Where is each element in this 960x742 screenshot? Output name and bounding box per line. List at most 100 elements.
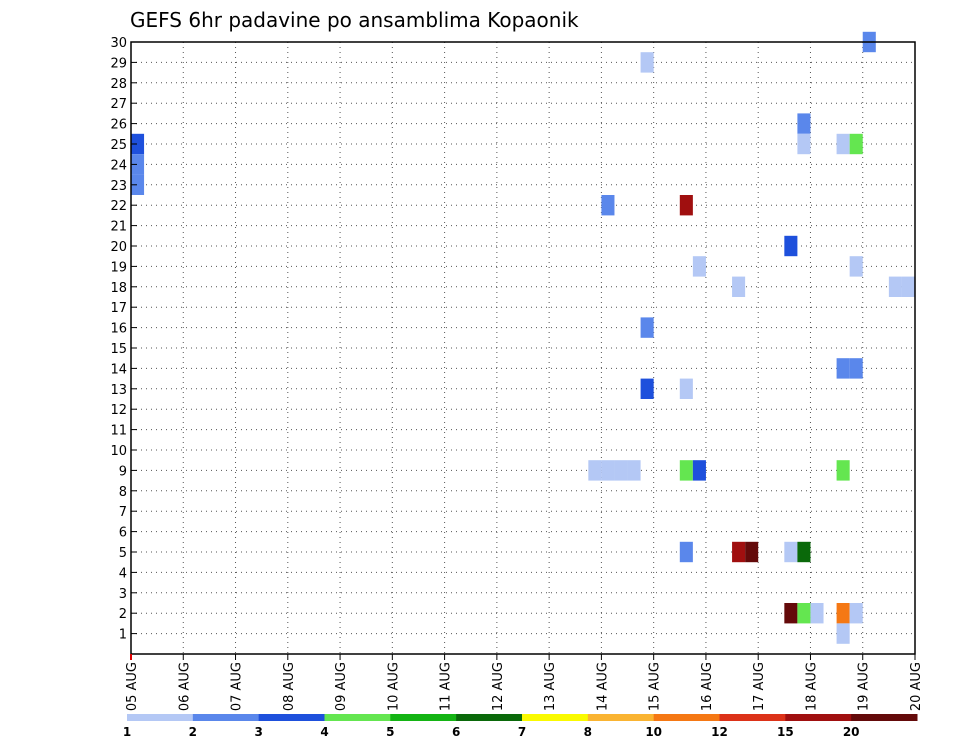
y-tick-label: 20 xyxy=(110,240,127,255)
precip-cell xyxy=(797,133,811,155)
y-tick-label: 29 xyxy=(110,56,127,71)
x-tick-label: 19 AUG xyxy=(857,662,872,711)
grid xyxy=(131,41,915,654)
colorbar-swatch xyxy=(522,714,589,721)
colorbar-label: 10 xyxy=(645,725,662,739)
precip-cell xyxy=(131,174,145,195)
colorbar-label: 8 xyxy=(584,725,592,739)
precip-cell xyxy=(679,541,693,563)
precip-cell xyxy=(836,623,850,644)
data-cells xyxy=(131,31,915,644)
x-tick-label: 20 AUG xyxy=(909,662,924,711)
y-tick-label: 17 xyxy=(110,301,127,316)
colorbar-label: 6 xyxy=(452,725,460,739)
precip-cell xyxy=(797,541,811,563)
precip-cell xyxy=(836,603,850,624)
y-tick-label: 28 xyxy=(110,77,127,92)
colorbar-label: 4 xyxy=(320,725,328,739)
precip-cell xyxy=(131,154,145,175)
colorbar: 1 2 3 4 5 6 7 8 10 12 15 20 xyxy=(123,714,918,739)
precip-cell xyxy=(614,460,628,481)
colorbar-swatch xyxy=(456,714,523,721)
precip-cell xyxy=(679,460,693,481)
y-tick-label: 10 xyxy=(110,444,127,459)
precip-cell xyxy=(888,276,902,297)
y-axis: 1234567891011121314151617181920212223242… xyxy=(110,36,137,643)
x-tick-label: 09 AUG xyxy=(334,662,349,711)
y-tick-label: 15 xyxy=(110,342,127,357)
y-tick-label: 16 xyxy=(110,322,127,337)
precip-cell xyxy=(784,603,798,624)
y-tick-label: 7 xyxy=(119,505,127,520)
y-tick-label: 18 xyxy=(110,281,127,296)
precip-cell xyxy=(797,113,811,134)
precip-cell xyxy=(849,358,863,379)
precip-cell xyxy=(640,52,654,73)
y-tick-label: 21 xyxy=(110,220,127,235)
y-tick-label: 12 xyxy=(110,403,127,418)
precip-cell xyxy=(679,378,693,399)
x-tick-label: 07 AUG xyxy=(230,662,245,711)
precip-cell xyxy=(836,358,850,379)
x-tick-label: 13 AUG xyxy=(543,662,558,711)
y-tick-label: 11 xyxy=(110,424,127,439)
y-tick-label: 9 xyxy=(119,464,127,479)
x-tick-label: 05 AUG xyxy=(125,662,140,711)
colorbar-swatch xyxy=(127,714,194,721)
precip-cell xyxy=(836,460,850,481)
colorbar-label: 2 xyxy=(189,725,197,739)
colorbar-label: 12 xyxy=(711,725,728,739)
precip-cell xyxy=(627,460,641,481)
colorbar-swatch xyxy=(192,714,260,721)
colorbar-swatch xyxy=(324,714,391,721)
colorbar-label: 7 xyxy=(518,725,526,739)
precip-cell xyxy=(745,541,759,563)
precip-cell xyxy=(797,603,811,624)
precip-cell xyxy=(692,460,706,481)
y-tick-label: 4 xyxy=(119,566,127,581)
x-tick-label: 08 AUG xyxy=(282,662,297,711)
y-tick-label: 27 xyxy=(110,97,127,112)
x-tick-label: 16 AUG xyxy=(700,662,715,711)
precip-cell xyxy=(732,541,746,563)
precip-cell xyxy=(784,541,798,563)
x-tick-label: 15 AUG xyxy=(648,662,663,711)
precip-cell xyxy=(131,133,145,155)
x-tick-label: 10 AUG xyxy=(386,662,401,711)
x-tick-label: 14 AUG xyxy=(595,662,610,711)
y-tick-label: 22 xyxy=(110,199,127,214)
precip-cell xyxy=(810,603,824,624)
y-tick-label: 3 xyxy=(119,587,127,602)
precip-cell xyxy=(849,133,863,155)
precip-cell xyxy=(784,235,798,257)
precip-cell xyxy=(692,256,706,277)
precip-cell xyxy=(601,195,615,216)
colorbar-label: 1 xyxy=(123,725,131,739)
colorbar-label: 5 xyxy=(386,725,394,739)
y-tick-label: 24 xyxy=(110,158,127,173)
y-tick-label: 2 xyxy=(119,607,127,622)
y-tick-label: 1 xyxy=(119,628,127,643)
x-tick-label: 06 AUG xyxy=(177,662,192,711)
x-tick-label: 12 AUG xyxy=(491,662,506,711)
colorbar-swatch xyxy=(719,714,786,721)
colorbar-swatch xyxy=(390,714,457,721)
precip-cell xyxy=(601,460,615,481)
precip-cell xyxy=(849,603,863,624)
y-tick-label: 6 xyxy=(119,526,127,541)
colorbar-swatch xyxy=(785,714,852,721)
precip-cell xyxy=(901,276,915,297)
y-tick-label: 13 xyxy=(110,383,127,398)
precip-cell xyxy=(640,317,654,338)
precip-cell xyxy=(640,378,654,399)
y-tick-label: 14 xyxy=(110,362,127,377)
y-tick-label: 30 xyxy=(110,36,127,51)
x-tick-label: 17 AUG xyxy=(752,662,767,711)
precip-cell xyxy=(849,256,863,277)
colorbar-label: 3 xyxy=(254,725,262,739)
x-tick-label: 11 AUG xyxy=(439,662,454,711)
y-tick-label: 25 xyxy=(110,138,127,153)
colorbar-label: 20 xyxy=(843,725,860,739)
y-tick-label: 19 xyxy=(110,260,127,275)
